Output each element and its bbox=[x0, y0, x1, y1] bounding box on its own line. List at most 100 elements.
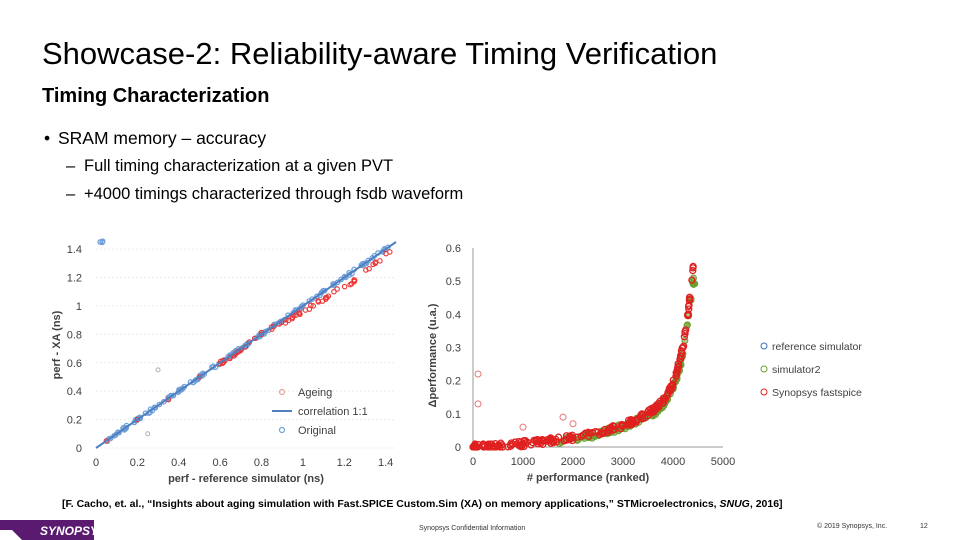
fastspice-point bbox=[547, 437, 556, 446]
outlier-point bbox=[569, 420, 577, 428]
fastspice-point bbox=[498, 443, 507, 451]
ageing-point bbox=[258, 331, 265, 338]
fastspice-point bbox=[539, 437, 547, 445]
fastspice-point bbox=[685, 295, 694, 303]
fastspice-point bbox=[688, 276, 696, 284]
fastspice-point bbox=[473, 443, 482, 451]
ageing-point bbox=[351, 277, 358, 284]
x-tick-label: 0.8 bbox=[254, 457, 269, 469]
outlier-point bbox=[155, 367, 161, 373]
ageing-point bbox=[103, 438, 110, 444]
original-point bbox=[169, 392, 175, 399]
legend-label: correlation 1:1 bbox=[298, 406, 368, 418]
fastspice-point bbox=[659, 399, 667, 407]
fastspice-point bbox=[519, 440, 527, 448]
y-tick-label: 1 bbox=[76, 301, 82, 313]
fastspice-point bbox=[562, 435, 570, 443]
delta-performance-chart: 0 0.1 0.2 0.3 0.4 0.5 0.6 0 1000 2000 3000 4000 5000… bbox=[427, 243, 862, 484]
x-tick-label: 0.4 bbox=[171, 457, 186, 469]
fastspice-point bbox=[486, 440, 495, 448]
x-tick-label: 0 bbox=[93, 457, 99, 469]
fastspice-point bbox=[680, 333, 689, 341]
citation-text: [F. Cacho, et. al., “Insights about agin… bbox=[62, 498, 720, 510]
fastspice-point bbox=[649, 406, 657, 415]
legend-label: Ageing bbox=[298, 387, 332, 399]
y-tick-label: 0.6 bbox=[446, 243, 461, 255]
x-tick-label: 1.2 bbox=[337, 457, 352, 469]
ageing-point bbox=[324, 294, 330, 301]
fastspice-point bbox=[619, 421, 627, 430]
citation-year: , 2016] bbox=[749, 498, 783, 510]
bullet-dot-icon: • bbox=[44, 128, 51, 148]
fastspice-point bbox=[544, 437, 552, 445]
fastspice-point bbox=[506, 442, 515, 450]
y-tick-label: 0.2 bbox=[446, 376, 461, 388]
y-tick-label: 0.1 bbox=[446, 409, 461, 421]
y-tick-label: 0.4 bbox=[67, 386, 82, 398]
ageing-point bbox=[334, 286, 340, 292]
fastspice-point bbox=[585, 432, 593, 440]
fastspice-point bbox=[562, 432, 571, 440]
y-tick-label: 0.3 bbox=[446, 343, 461, 355]
dash-icon: – bbox=[66, 157, 76, 175]
outlier-point bbox=[474, 400, 482, 408]
synopsys-logo: SYNOPSYS bbox=[0, 520, 94, 540]
fastspice-point bbox=[568, 436, 577, 445]
x-tick-label: 0.6 bbox=[212, 457, 227, 469]
x-tick-label: 1.4 bbox=[378, 457, 393, 469]
fastspice-point bbox=[664, 391, 672, 399]
y-axis-label: Δperformance (u.a.) bbox=[427, 303, 439, 407]
correlation-line bbox=[95, 241, 397, 449]
legend-marker bbox=[760, 342, 768, 350]
ageing-point bbox=[196, 374, 203, 380]
legend-marker bbox=[278, 388, 286, 396]
original-point bbox=[97, 239, 104, 245]
fastspice-point bbox=[679, 343, 687, 352]
confidential-label: Synopsys Confidential Information bbox=[419, 525, 526, 532]
fastspice-point bbox=[669, 380, 677, 388]
fastspice-point bbox=[689, 266, 697, 275]
ageing-point bbox=[306, 306, 313, 312]
x-tick-label: 0.2 bbox=[130, 457, 145, 469]
y-tick-label: 0.5 bbox=[446, 276, 461, 288]
legend-label: Synopsys fastspice bbox=[772, 387, 862, 399]
citation-venue: SNUG bbox=[719, 498, 750, 510]
citation: [F. Cacho, et. al., “Insights about agin… bbox=[62, 498, 783, 510]
x-tick-label: 3000 bbox=[611, 456, 635, 468]
x-axis-label: perf - reference simulator (ns) bbox=[168, 473, 324, 485]
fastspice-point bbox=[681, 329, 689, 338]
fastspice-point bbox=[634, 415, 642, 423]
y-tick-label: 0.2 bbox=[67, 415, 82, 427]
legend-marker bbox=[760, 365, 768, 373]
x-axis-label: # performance (ranked) bbox=[527, 472, 650, 484]
sub-bullet-text: +4000 timings characterized through fsdb… bbox=[84, 185, 464, 203]
legend-label: Original bbox=[298, 425, 336, 437]
y-tick-label: 0 bbox=[76, 443, 82, 455]
legend-label: reference simulator bbox=[772, 341, 862, 353]
sub-bullet-item: – Full timing characterization at a given… bbox=[66, 157, 393, 176]
fastspice-point bbox=[628, 420, 636, 429]
fastspice-point bbox=[469, 443, 477, 451]
correlation-chart: 00 0.2 0.2 0.4 0.4 0.6 0.6 0.8 0.8 1 1 1.2 1.2 1.4 1.4… bbox=[51, 238, 397, 485]
slide-title: Showcase-2: Reliability-aware Timing Ver… bbox=[42, 36, 718, 71]
bullet-item: • SRAM memory – accuracy bbox=[44, 128, 266, 149]
ageing-point bbox=[387, 249, 393, 255]
ageing-point bbox=[331, 288, 337, 295]
x-tick-label: 1000 bbox=[511, 456, 535, 468]
y-tick-label: 1.2 bbox=[67, 273, 82, 285]
ageing-point bbox=[289, 314, 296, 321]
slide-subtitle: Timing Characterization bbox=[42, 85, 270, 107]
x-tick-label: 0 bbox=[470, 456, 476, 468]
fastspice-point bbox=[529, 439, 537, 447]
outlier-point bbox=[559, 413, 567, 421]
fastspice-point bbox=[669, 376, 677, 384]
ageing-point bbox=[348, 281, 355, 287]
fastspice-point bbox=[674, 363, 682, 372]
svg-text:SYNOPSYS: SYNOPSYS bbox=[40, 524, 94, 538]
fastspice-point bbox=[584, 428, 592, 436]
outlier-point bbox=[519, 423, 527, 431]
fastspice-point bbox=[480, 442, 489, 451]
y-tick-label: 1.4 bbox=[67, 244, 82, 256]
legend-marker bbox=[760, 388, 768, 396]
x-tick-label: 5000 bbox=[711, 456, 735, 468]
